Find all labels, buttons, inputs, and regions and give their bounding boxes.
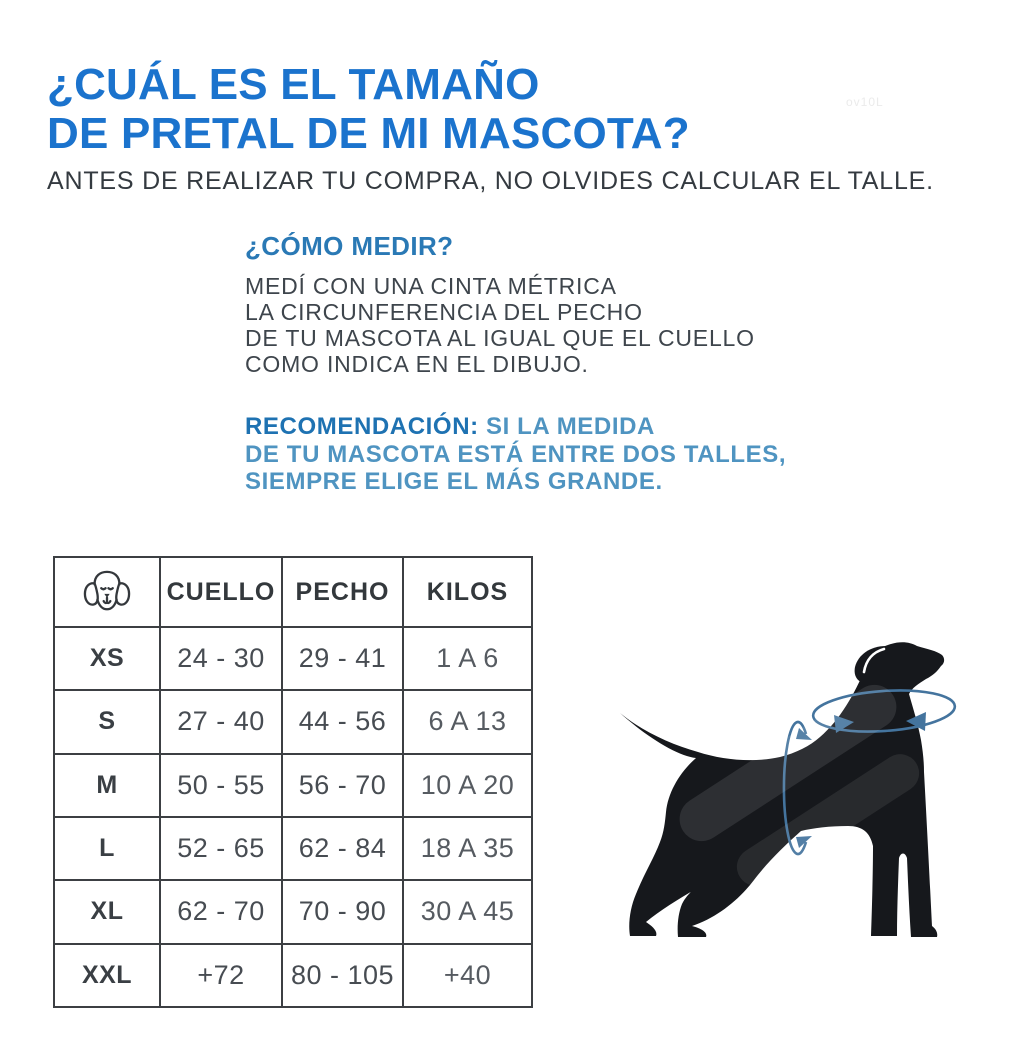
page-title-line1: ¿CUÁL ES EL TAMAÑO bbox=[47, 60, 540, 109]
row-m-size: M bbox=[55, 752, 159, 816]
chest-measure-loop bbox=[782, 720, 808, 856]
row-xxl-pecho: 80 - 105 bbox=[281, 942, 402, 1006]
row-m-kilos: 10 A 20 bbox=[402, 752, 531, 816]
how-to-measure-heading: ¿CÓMO MEDIR? bbox=[245, 231, 454, 261]
row-m-pecho: 56 - 70 bbox=[281, 752, 402, 816]
recommendation-line3: SIEMPRE ELIGE EL MÁS GRANDE. bbox=[245, 468, 663, 495]
dog-ear bbox=[854, 646, 886, 683]
row-xl-kilos: 30 A 45 bbox=[402, 879, 531, 943]
row-xxl-size: XXL bbox=[55, 942, 159, 1006]
size-table: CUELLO PECHO KILOS XS 24 - 30 29 - 41 1 … bbox=[53, 556, 533, 1008]
column-header-pecho: PECHO bbox=[281, 558, 402, 626]
how-to-measure-line4: COMO INDICA EN EL DIBUJO. bbox=[245, 351, 589, 377]
row-xl-size: XL bbox=[55, 879, 159, 942]
recommendation-line1-rest: SI LA MEDIDA bbox=[478, 413, 655, 440]
how-to-measure-text: MEDÍ CON UNA CINTA MÉTRICA LA CIRCUNFERE… bbox=[245, 273, 755, 377]
dog-silhouette-illustration bbox=[620, 642, 957, 937]
row-s-size: S bbox=[55, 689, 159, 752]
row-xs-kilos: 1 A 6 bbox=[402, 626, 531, 690]
row-l-cuello: 52 - 65 bbox=[159, 815, 281, 880]
row-xl-pecho: 70 - 90 bbox=[281, 879, 402, 943]
dog-ear-gap bbox=[862, 647, 886, 674]
column-header-kilos: KILOS bbox=[402, 558, 531, 626]
recommendation-label: RECOMENDACIÓN: bbox=[245, 413, 479, 440]
recommendation-line1: RECOMENDACIÓN: SI LA MEDIDA bbox=[245, 413, 786, 441]
row-l-size: L bbox=[55, 815, 159, 879]
recommendation-text: RECOMENDACIÓN: SI LA MEDIDA DE TU MASCOT… bbox=[245, 413, 786, 496]
row-xxl-kilos: +40 bbox=[402, 942, 531, 1006]
row-s-kilos: 6 A 13 bbox=[402, 689, 531, 753]
row-xs-cuello: 24 - 30 bbox=[159, 626, 281, 690]
row-xs-size: XS bbox=[55, 626, 159, 689]
row-s-cuello: 27 - 40 bbox=[159, 689, 281, 753]
how-to-measure-line2: LA CIRCUNFERENCIA DEL PECHO bbox=[245, 299, 643, 325]
size-table-icon-cell bbox=[55, 558, 159, 626]
row-l-pecho: 62 - 84 bbox=[281, 815, 402, 880]
faint-watermark: ov10L bbox=[846, 95, 884, 109]
chest-arrow-bottom-icon bbox=[796, 836, 812, 848]
how-to-measure-line1: MEDÍ CON UNA CINTA MÉTRICA bbox=[245, 273, 617, 299]
neck-measure-loop bbox=[811, 689, 957, 733]
row-m-cuello: 50 - 55 bbox=[159, 752, 281, 816]
row-s-pecho: 44 - 56 bbox=[281, 689, 402, 753]
row-xl-cuello: 62 - 70 bbox=[159, 879, 281, 943]
column-header-cuello: CUELLO bbox=[159, 558, 281, 626]
row-xxl-cuello: +72 bbox=[159, 942, 281, 1006]
neck-arrow-left-icon bbox=[834, 715, 854, 733]
row-xs-pecho: 29 - 41 bbox=[281, 626, 402, 690]
chest-arrow-top-icon bbox=[796, 728, 812, 740]
how-to-measure-line3: DE TU MASCOTA AL IGUAL QUE EL CUELLO bbox=[245, 325, 755, 351]
page-title-line2: DE PRETAL DE MI MASCOTA? bbox=[47, 109, 690, 158]
neck-arrow-right-icon bbox=[906, 712, 926, 731]
page-title: ¿CUÁL ES EL TAMAÑO DE PRETAL DE MI MASCO… bbox=[47, 60, 690, 158]
recommendation-line2: DE TU MASCOTA ESTÁ ENTRE DOS TALLES, bbox=[245, 440, 787, 468]
dog-silhouette bbox=[620, 642, 945, 937]
row-l-kilos: 18 A 35 bbox=[402, 815, 531, 880]
dog-face-icon bbox=[83, 570, 131, 611]
page-subtitle: ANTES DE REALIZAR TU COMPRA, NO OLVIDES … bbox=[47, 167, 934, 195]
measurement-illustration bbox=[608, 636, 960, 954]
